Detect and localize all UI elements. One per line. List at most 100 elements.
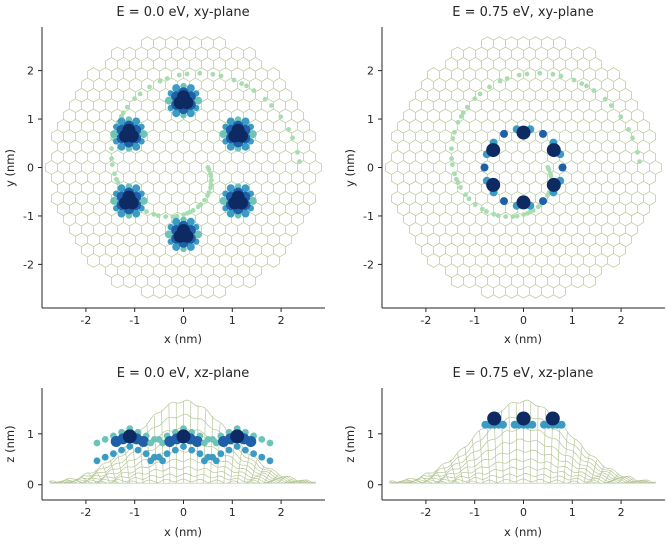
- density-point: [194, 96, 203, 105]
- y-axis-label: z (nm): [3, 425, 17, 462]
- density-point: [180, 96, 194, 110]
- density-point-faint: [472, 96, 478, 101]
- density-point: [171, 446, 179, 454]
- density-point-faint: [147, 84, 152, 90]
- density-point-faint: [195, 204, 201, 210]
- density-point: [155, 436, 163, 443]
- density-point: [266, 457, 274, 465]
- density-point: [242, 446, 249, 454]
- density-point-faint: [244, 83, 249, 89]
- axes: -2 -1 0 1 2 -2 -1 0 1 2: [363, 27, 665, 327]
- density-point: [139, 196, 148, 205]
- density-point-faint: [510, 214, 516, 220]
- density-point: [125, 196, 139, 210]
- x-axis-label: x (nm): [504, 332, 542, 346]
- density-point: [516, 411, 531, 426]
- density-point: [500, 197, 508, 206]
- density-point: [219, 130, 228, 139]
- density-point: [186, 217, 195, 226]
- lattice: [389, 399, 656, 484]
- density-point-faint: [450, 136, 456, 141]
- density-point: [126, 443, 134, 450]
- y-tick-label: -1: [363, 210, 374, 223]
- density-point-faint: [297, 159, 302, 165]
- y-tick-label: -2: [23, 258, 34, 271]
- density-point: [241, 142, 250, 151]
- density-point-faint: [487, 84, 492, 90]
- density-point: [110, 450, 117, 458]
- x-axis-label: x (nm): [164, 332, 202, 346]
- density-point: [164, 230, 173, 239]
- density-point-faint: [286, 126, 291, 132]
- panel-xy-e0: E = 0.0 eV, xy-plane -2 -1 0 1 2 -2 -1 0 1 2 x (n…: [3, 5, 325, 346]
- y-axis-label: y (nm): [343, 149, 357, 187]
- density-point-faint: [550, 71, 556, 77]
- density-point: [164, 96, 173, 105]
- density-point: [499, 420, 507, 429]
- density-point-faint: [524, 71, 530, 77]
- density-point-faint: [579, 81, 585, 86]
- density-point: [487, 411, 502, 426]
- density-point: [139, 130, 148, 139]
- density-point: [191, 436, 203, 447]
- panel-xz-e0: E = 0.0 eV, xz-plane -2 -1 0 1 2 0 1 x (nm) z …: [3, 366, 325, 539]
- density-point-faint: [109, 156, 114, 162]
- density-point-faint: [504, 76, 510, 81]
- density-point-faint: [466, 196, 472, 202]
- density-point: [201, 457, 208, 465]
- x-tick-label: 0: [180, 314, 187, 327]
- x-axis-label: x (nm): [504, 525, 542, 539]
- density-point-faint: [545, 193, 550, 198]
- axes: -2 -1 0 1 2 -2 -1 0 1 2: [23, 27, 325, 327]
- density-points: [481, 411, 566, 429]
- density-points: [93, 425, 274, 465]
- x-tick-label: -1: [129, 506, 140, 519]
- density-point-faint: [479, 206, 485, 212]
- panel-title: E = 0.75 eV, xy-plane: [452, 5, 594, 20]
- density-point: [155, 453, 163, 461]
- y-tick-label: 0: [27, 162, 34, 175]
- density-point: [226, 117, 235, 126]
- density-point-faint: [449, 146, 454, 152]
- density-point-faint: [151, 211, 157, 217]
- density-point-faint: [112, 171, 117, 177]
- density-point: [93, 457, 101, 465]
- density-point-faint: [155, 213, 161, 219]
- x-tick-label: 2: [278, 314, 285, 327]
- panel-title: E = 0.0 eV, xy-plane: [116, 5, 249, 20]
- x-tick-label: 0: [180, 506, 187, 519]
- x-tick-label: -2: [80, 506, 91, 519]
- panel-xy-e075: E = 0.75 eV, xy-plane -2 -1 0 1 2 -2 -1 0 1 2 x (…: [343, 5, 665, 346]
- density-point: [258, 453, 266, 461]
- density-point-faint: [452, 171, 457, 177]
- density-point-faint: [206, 167, 212, 173]
- density-point: [546, 143, 561, 158]
- density-point: [118, 446, 125, 454]
- density-point: [209, 453, 217, 461]
- density-point: [117, 142, 126, 151]
- density-point: [209, 436, 217, 443]
- density-point-faint: [239, 81, 245, 86]
- density-point: [117, 184, 126, 193]
- density-point-faint: [455, 180, 461, 185]
- y-axis-label: z (nm): [343, 425, 357, 462]
- x-tick-label: 0: [520, 506, 527, 519]
- x-axis-label: x (nm): [164, 525, 202, 539]
- density-point-faint: [269, 103, 274, 108]
- density-point: [180, 229, 194, 243]
- density-point: [117, 117, 126, 126]
- density-point-faint: [584, 83, 589, 89]
- density-point-faint: [184, 71, 190, 77]
- density-point: [225, 446, 233, 454]
- density-point-faint: [109, 146, 114, 152]
- density-point-faint: [472, 202, 478, 207]
- density-point: [486, 143, 501, 158]
- density-point-faint: [231, 77, 237, 83]
- density-point-faint: [290, 135, 295, 141]
- y-tick-label: 1: [27, 113, 34, 126]
- density-point: [241, 117, 250, 126]
- density-point-faint: [449, 156, 454, 162]
- x-tick-label: -1: [129, 314, 140, 327]
- density-point: [480, 163, 489, 172]
- x-tick-label: -1: [469, 314, 480, 327]
